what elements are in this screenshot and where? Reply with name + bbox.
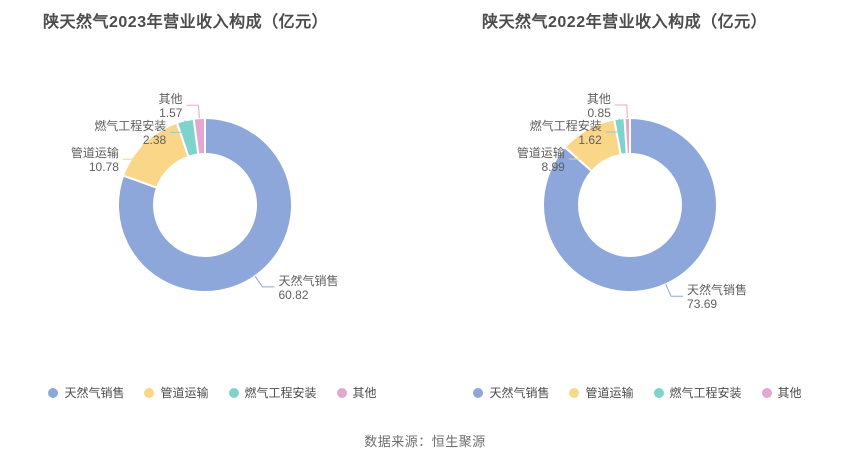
chart-title-2022: 陕天然气2022年营业收入构成（亿元） [482,14,768,31]
pie-slice-3[interactable] [192,116,206,156]
legend-item-1[interactable]: 管道运输 [144,384,209,401]
legend-item-3[interactable]: 其他 [336,384,377,401]
slice-label-name: 其他 [158,92,182,106]
legend-marker [336,387,347,398]
legend-label: 管道运输 [160,386,209,400]
legend-label: 管道运输 [585,386,634,400]
slice-label-value: 1.57 [159,106,183,120]
slice-label-name: 其他 [587,92,611,106]
legend-marker [144,387,155,398]
legend-item-2[interactable]: 燃气工程安装 [228,384,317,401]
legend-marker [761,387,772,398]
legend-marker [48,387,59,398]
chart-title-2023: 陕天然气2023年营业收入构成（亿元） [43,14,329,31]
slice-label-name: 燃气工程安装 [94,118,166,133]
slice-label-name: 天然气销售 [278,273,338,288]
chart-panel-2022: 陕天然气2022年营业收入构成（亿元） 天然气销售 73.69 管道运输 8.99 燃气… [425,0,850,425]
legend-item-0[interactable]: 天然气销售 [48,384,124,401]
legend-marker [473,387,484,398]
slice-label-value: 10.78 [89,160,119,174]
slice-label-name: 天然气销售 [687,282,747,297]
legend-label: 燃气工程安装 [669,386,742,400]
label-line [122,142,145,160]
legend-2023: 天然气销售 管道运输 燃气工程安装 其他 [0,384,425,401]
legend-label: 燃气工程安装 [244,386,317,400]
label-line [605,118,620,133]
data-source-text: 数据来源：恒生聚源 [364,434,486,449]
label-line [170,120,186,133]
slice-label-value: 73.69 [687,297,717,311]
label-line [568,129,588,160]
slice-label-name: 管道运输 [517,145,565,160]
slice-label-value: 60.82 [278,288,308,302]
pie-slice-3[interactable] [623,116,631,156]
legend-label: 天然气销售 [489,386,550,400]
label-line [614,104,628,119]
legend-2022: 天然气销售 管道运输 燃气工程安装 其他 [425,384,850,401]
slice-label-name: 燃气工程安装 [530,118,602,133]
chart-panel-2023: 陕天然气2023年营业收入构成（亿元） 天然气销售 60.82 管道运输 10.78 燃… [0,0,425,425]
legend-marker [228,387,239,398]
legend-item-2[interactable]: 燃气工程安装 [653,384,742,401]
label-line [186,104,200,119]
slice-label-value: 1.62 [578,133,602,147]
pie-slice-0[interactable] [117,116,293,293]
slice-label-value: 2.38 [143,133,167,147]
legend-item-1[interactable]: 管道运输 [569,384,634,401]
legend-label: 天然气销售 [64,386,125,400]
legend-marker [653,387,664,398]
slice-label-value: 0.85 [588,106,612,120]
slice-label-value: 8.99 [541,160,565,174]
legend-label: 其他 [777,386,802,400]
legend-item-0[interactable]: 天然气销售 [473,384,549,401]
slice-label-name: 管道运输 [71,145,119,160]
label-line [254,275,275,288]
legend-label: 其他 [352,386,377,400]
label-line [665,284,684,297]
legend-item-3[interactable]: 其他 [761,384,802,401]
legend-marker [569,387,580,398]
pie-slice-0[interactable] [542,116,718,293]
